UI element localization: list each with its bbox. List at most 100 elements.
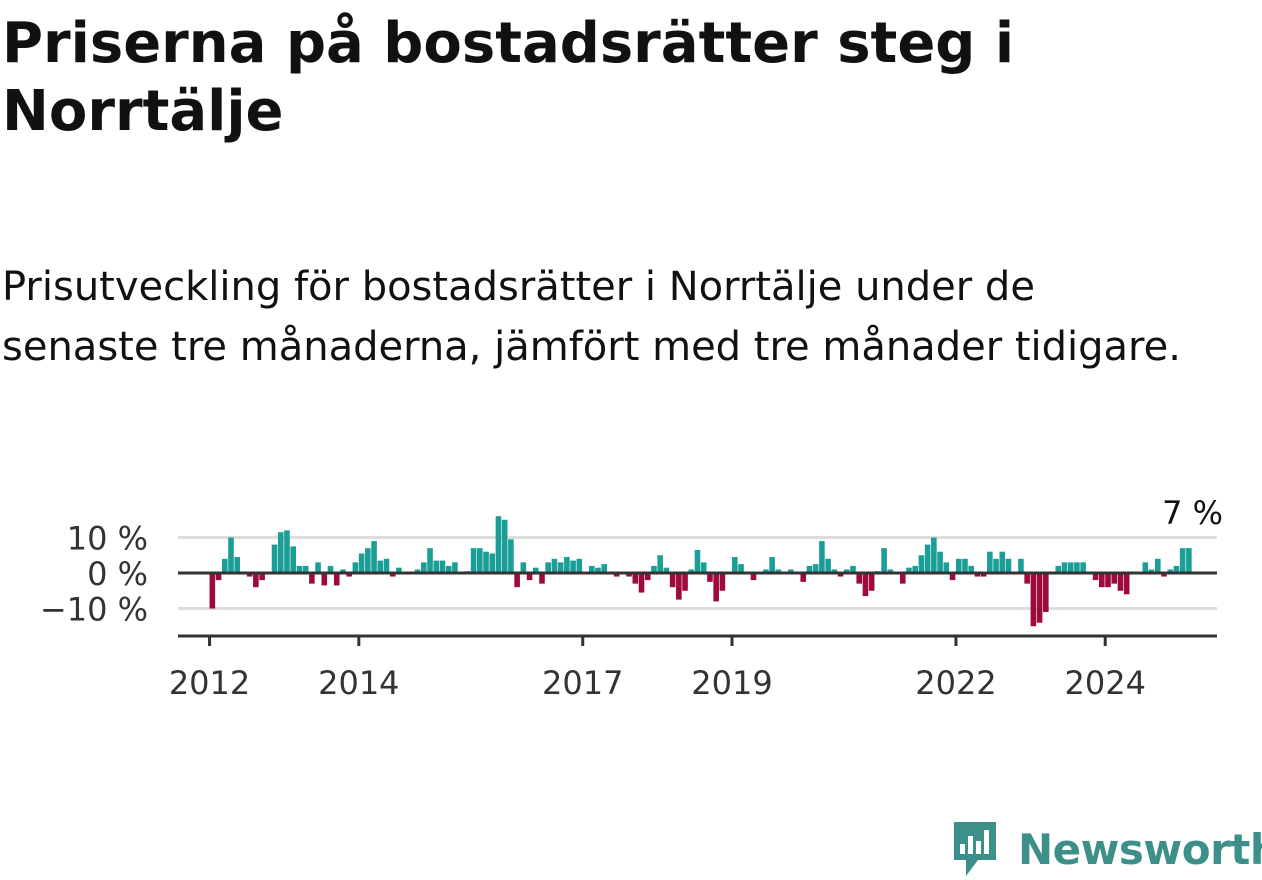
bar xyxy=(657,555,663,573)
bar xyxy=(831,569,838,573)
bar xyxy=(396,567,402,573)
bar xyxy=(1018,558,1024,573)
bar xyxy=(284,530,290,573)
x-tick-label: 2022 xyxy=(915,664,996,702)
bar xyxy=(346,573,352,577)
bar xyxy=(769,557,775,573)
bar xyxy=(719,573,726,591)
bar xyxy=(682,573,688,591)
bar xyxy=(694,549,701,573)
bar xyxy=(315,562,321,573)
bar xyxy=(713,573,719,602)
bar xyxy=(974,573,981,577)
bar xyxy=(358,553,365,573)
bar xyxy=(937,551,943,573)
bar xyxy=(856,573,863,584)
bar xyxy=(887,569,894,573)
bar xyxy=(669,573,676,588)
x-tick-label: 2019 xyxy=(691,664,772,702)
price-change-bar-chart: −10 %0 %10 % 2012 2014 2017 2019 2022 2024 7 % xyxy=(40,494,1223,702)
bar xyxy=(626,573,632,577)
bar xyxy=(812,564,819,573)
bar xyxy=(1043,573,1049,613)
bar xyxy=(837,573,844,577)
y-tick-label: 0 % xyxy=(87,555,148,593)
bar xyxy=(259,573,265,581)
bar xyxy=(676,573,682,600)
x-tick-label: 2024 xyxy=(1065,664,1146,702)
bar xyxy=(1099,573,1105,588)
bar xyxy=(309,573,315,584)
bar xyxy=(427,548,433,573)
bar xyxy=(271,544,278,573)
bar xyxy=(539,573,545,584)
bar xyxy=(477,548,483,573)
bar xyxy=(495,516,502,573)
bar xyxy=(638,573,645,593)
bar xyxy=(968,565,974,573)
bar xyxy=(532,567,539,573)
bar xyxy=(1167,569,1174,573)
bar xyxy=(601,564,607,573)
bar xyxy=(1173,565,1180,573)
bar xyxy=(570,560,576,573)
bar xyxy=(732,557,738,573)
bar xyxy=(825,558,831,573)
bar xyxy=(352,562,359,573)
bar xyxy=(501,519,508,573)
bar xyxy=(526,573,533,581)
bar xyxy=(1179,548,1186,573)
x-tick-label: 2012 xyxy=(169,664,250,702)
bar xyxy=(1111,573,1118,584)
bar xyxy=(1074,562,1080,573)
bar xyxy=(775,569,782,573)
y-tick-label: −10 % xyxy=(40,591,148,629)
bar xyxy=(508,539,514,573)
bar xyxy=(588,565,595,573)
bar xyxy=(228,537,234,573)
bar xyxy=(545,562,552,573)
bar xyxy=(949,573,956,581)
bar xyxy=(980,573,987,577)
bar xyxy=(1161,573,1167,577)
bar xyxy=(663,567,670,573)
bar xyxy=(819,541,825,573)
brand-logo: Newsworthy xyxy=(950,818,1262,880)
bar xyxy=(246,573,253,577)
bar xyxy=(763,569,769,573)
bar xyxy=(1123,573,1130,595)
bar xyxy=(881,548,887,573)
bar xyxy=(557,562,564,573)
bar xyxy=(327,565,334,573)
bar xyxy=(452,562,458,573)
bar xyxy=(1055,565,1062,573)
bar xyxy=(931,537,937,573)
bar xyxy=(564,557,570,573)
bar xyxy=(470,548,477,573)
bar xyxy=(688,569,695,573)
bar xyxy=(514,573,520,588)
chart-title: Priserna på bostadsrätter steg i Norrtäl… xyxy=(2,11,1015,144)
bar xyxy=(943,562,950,573)
bar xyxy=(439,560,446,573)
bar xyxy=(1092,573,1099,581)
bar xyxy=(377,560,384,573)
bar xyxy=(595,567,601,573)
bar xyxy=(371,541,377,573)
bar xyxy=(1036,573,1043,623)
bar xyxy=(365,548,371,573)
bar xyxy=(551,558,558,573)
bar xyxy=(302,565,309,573)
bar xyxy=(1148,569,1155,573)
bar xyxy=(868,573,875,591)
bar xyxy=(483,551,489,573)
bar xyxy=(221,558,228,573)
chart-subtitle: Prisutveckling för bostadsrätter i Norrt… xyxy=(2,264,1181,370)
bar xyxy=(234,557,241,573)
bar xyxy=(738,564,744,573)
bar xyxy=(1186,548,1192,573)
bar xyxy=(912,565,918,573)
bar xyxy=(520,562,527,573)
bar xyxy=(383,558,390,573)
bar xyxy=(918,555,925,573)
